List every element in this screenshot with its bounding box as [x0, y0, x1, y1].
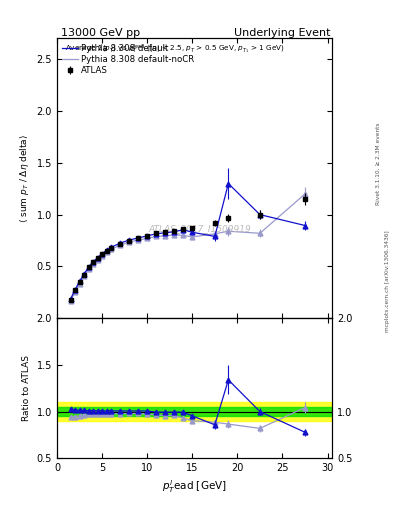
Pythia 8.308 default [226, 180, 231, 186]
Text: mcplots.cern.ch [arXiv:1306.3436]: mcplots.cern.ch [arXiv:1306.3436] [385, 231, 389, 332]
Pythia 8.308 default [127, 237, 132, 243]
Pythia 8.308 default-noCR [95, 257, 100, 263]
Text: ATLAS_2017_I1509919: ATLAS_2017_I1509919 [149, 224, 252, 233]
Pythia 8.308 default-noCR [68, 297, 73, 304]
Pythia 8.308 default [172, 229, 176, 235]
Pythia 8.308 default [181, 227, 185, 233]
Pythia 8.308 default-noCR [86, 266, 91, 272]
Text: Average $\Sigma(p_T)$ vs $p_T^{\rm lead}$ ($|\eta|$ < 2.5, $p_T$ > 0.5 GeV, $p_{: Average $\Sigma(p_T)$ vs $p_T^{\rm lead}… [65, 42, 285, 56]
Y-axis label: Ratio to ATLAS: Ratio to ATLAS [22, 355, 31, 421]
Text: 13000 GeV pp: 13000 GeV pp [61, 28, 140, 38]
Pythia 8.308 default-noCR [73, 289, 77, 295]
Pythia 8.308 default-noCR [190, 234, 195, 240]
Pythia 8.308 default-noCR [257, 230, 262, 237]
Pythia 8.308 default [303, 222, 307, 228]
Pythia 8.308 default [91, 259, 95, 265]
Pythia 8.308 default [104, 247, 109, 253]
Pythia 8.308 default-noCR [145, 236, 150, 242]
Pythia 8.308 default [77, 279, 82, 285]
Pythia 8.308 default-noCR [77, 281, 82, 287]
Pythia 8.308 default-noCR [181, 232, 185, 239]
Pythia 8.308 default-noCR [303, 191, 307, 197]
Bar [57, 402, 332, 421]
Pythia 8.308 default [68, 296, 73, 302]
X-axis label: $p_T^l$ead [GeV]: $p_T^l$ead [GeV] [162, 479, 227, 496]
Y-axis label: $\langle$ sum $p_T$ / $\Delta\eta$ delta$\rangle$: $\langle$ sum $p_T$ / $\Delta\eta$ delta… [18, 134, 31, 223]
Pythia 8.308 default [163, 230, 167, 236]
Pythia 8.308 default [190, 229, 195, 236]
Line: Pythia 8.308 default: Pythia 8.308 default [70, 183, 305, 299]
Pythia 8.308 default-noCR [127, 239, 132, 245]
Pythia 8.308 default [73, 287, 77, 293]
Pythia 8.308 default-noCR [226, 228, 231, 234]
Pythia 8.308 default [145, 233, 150, 239]
Pythia 8.308 default-noCR [154, 233, 158, 240]
Pythia 8.308 default-noCR [91, 261, 95, 267]
Pythia 8.308 default [118, 240, 123, 246]
Pythia 8.308 default-noCR [172, 232, 176, 238]
Pythia 8.308 default [109, 244, 114, 250]
Pythia 8.308 default [100, 250, 105, 257]
Pythia 8.308 default [82, 271, 86, 278]
Pythia 8.308 default-noCR [100, 252, 105, 259]
Pythia 8.308 default [257, 211, 262, 218]
Pythia 8.308 default-noCR [136, 237, 141, 243]
Legend: Pythia 8.308 default, Pythia 8.308 default-noCR, ATLAS: Pythia 8.308 default, Pythia 8.308 defau… [60, 41, 197, 77]
Pythia 8.308 default-noCR [163, 233, 167, 239]
Text: Underlying Event: Underlying Event [233, 28, 330, 38]
Pythia 8.308 default-noCR [82, 273, 86, 280]
Pythia 8.308 default-noCR [213, 231, 217, 237]
Pythia 8.308 default [136, 235, 141, 241]
Pythia 8.308 default [86, 264, 91, 270]
Pythia 8.308 default-noCR [104, 249, 109, 255]
Text: Rivet 3.1.10, ≥ 2.3M events: Rivet 3.1.10, ≥ 2.3M events [376, 122, 380, 205]
Line: Pythia 8.308 default-noCR: Pythia 8.308 default-noCR [70, 194, 305, 301]
Bar [57, 407, 332, 416]
Pythia 8.308 default [213, 233, 217, 240]
Pythia 8.308 default [154, 231, 158, 237]
Pythia 8.308 default [95, 254, 100, 261]
Pythia 8.308 default-noCR [109, 246, 114, 252]
Pythia 8.308 default-noCR [118, 242, 123, 248]
